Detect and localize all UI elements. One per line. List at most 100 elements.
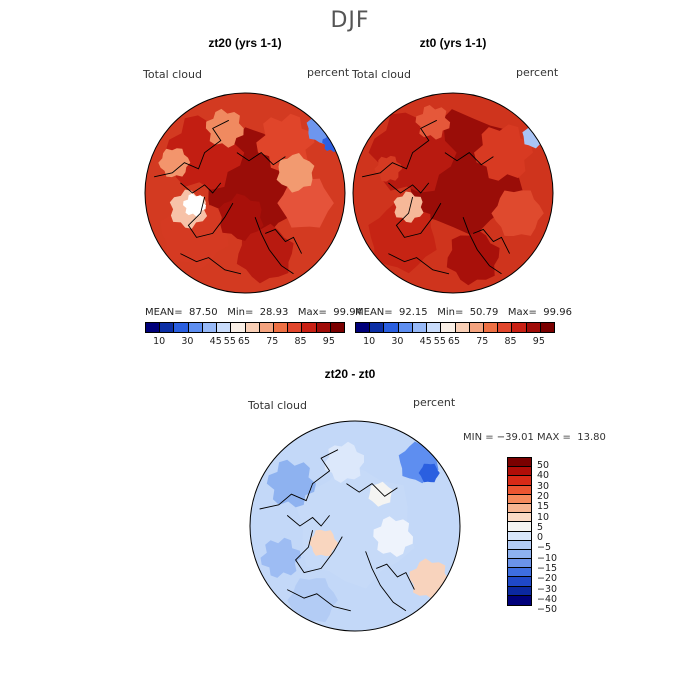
- panel2-unit: percent: [516, 66, 559, 79]
- panel1-colorbar-tick-label: 45: [209, 336, 222, 347]
- cloud-field-patch: [205, 108, 244, 148]
- panel1-colorbar-swatch: [217, 323, 232, 332]
- panel1-colorbar-swatch: [302, 323, 317, 332]
- cloud-field-patch: [236, 223, 294, 284]
- coastline: [395, 196, 442, 238]
- panel1-colorbar-tick-label: 30: [181, 336, 194, 347]
- coastline: [362, 119, 438, 178]
- diff-colorbar-tick-label: −50: [537, 604, 558, 616]
- diff-colorbar-swatch: [508, 467, 531, 477]
- coastline: [236, 152, 286, 166]
- diff-colorbar-swatch: [508, 476, 531, 486]
- diff-unit: percent: [413, 396, 456, 409]
- panel2-colorbar-swatch: [370, 323, 385, 332]
- panel1-colorbar-swatch: [160, 323, 175, 332]
- diff-colorbar-swatch: [508, 559, 531, 569]
- coastline: [295, 530, 343, 574]
- coastline: [388, 253, 450, 275]
- map-border: [144, 92, 346, 294]
- panel2-colorbar-tick-label: 75: [476, 336, 489, 347]
- panel2-colorbar-swatch: [398, 323, 413, 332]
- panel2-colorbar-swatch: [469, 323, 484, 332]
- coastline: [180, 253, 242, 275]
- panel2-colorbar-swatch: [455, 323, 470, 332]
- panel2-colorbar: [355, 322, 555, 333]
- diff-colorbar-tick-label: −15: [537, 563, 558, 574]
- diff-colorbar-swatch: [508, 522, 531, 532]
- panel1-colorbar-swatch: [245, 323, 260, 332]
- diff-title: zt20 - zt0: [324, 367, 376, 381]
- diff-colorbar-tick-label: −30: [537, 583, 558, 595]
- diff-colorbar-ticks: 50 40 30 20 15 10 5 0 −5 −10 −15 −20 −30 −40 −50: [537, 457, 577, 627]
- diff-colorbar-tick-label: −40: [537, 593, 558, 605]
- map-border: [352, 92, 554, 294]
- coastline: [180, 182, 222, 194]
- diff-colorbar-swatch: [508, 531, 531, 541]
- cloud-field-patch: [446, 230, 500, 286]
- panel2-colorbar-swatch: [441, 323, 456, 332]
- panel2-colorbar-swatch: [483, 323, 499, 332]
- cloud-field-patch: [324, 441, 364, 483]
- panel1-colorbar-swatch: [330, 323, 345, 332]
- panel2-colorbar-swatch: [427, 323, 442, 332]
- diff-colorbar-tick-label: 5: [537, 521, 544, 533]
- diff-colorbar-swatch: [508, 503, 531, 514]
- panel1-colorbar-tick-label: 10: [153, 336, 166, 347]
- panel1-title: zt20 (yrs 1-1): [208, 36, 282, 50]
- panel1-colorbar-swatch: [231, 323, 246, 332]
- panel1-colorbar-swatch: [259, 323, 274, 332]
- cloud-field-patch: [266, 459, 316, 508]
- cloud-field-patch: [218, 193, 264, 241]
- diff-colorbar-swatch: [508, 586, 531, 596]
- panel2-title: zt0 (yrs 1-1): [419, 36, 487, 50]
- panel1-colorbar-swatch: [288, 323, 303, 332]
- coastline: [346, 483, 398, 497]
- diff-colorbar-tick-label: 20: [537, 490, 550, 502]
- panel2-colorbar-tick-label: 10: [363, 336, 376, 347]
- diff-colorbar-tick-label: 0: [537, 532, 544, 544]
- panel2-colorbar-swatch: [412, 323, 428, 332]
- panel2-colorbar-swatch: [356, 323, 371, 332]
- panel2-colorbar-swatch: [384, 323, 399, 332]
- figure-title: DJF: [330, 8, 370, 33]
- diff-colorbar-swatch: [508, 485, 531, 495]
- panel1-colorbar: [145, 322, 345, 333]
- diff-colorbar-tick-label: −10: [537, 552, 558, 564]
- cloud-field-patch: [418, 463, 440, 483]
- cloud-field-patch: [287, 578, 338, 623]
- cloud-field-patch: [183, 193, 206, 217]
- panel2-stats: MEAN= 92.15 Min= 50.79 Max= 99.96: [355, 307, 572, 318]
- panel1-colorbar-swatch: [188, 323, 203, 332]
- panel1-colorbar-swatch: [174, 323, 189, 332]
- panel1-colorbar-swatch: [146, 323, 161, 332]
- diff-colorbar-swatch: [508, 513, 531, 523]
- cloud-field-patch: [491, 190, 544, 236]
- panel2-colorbar-tick-label: 65: [447, 336, 461, 347]
- diff-colorbar-swatch: [508, 568, 531, 578]
- panel1-colorbar-tick-label: 95: [322, 336, 335, 347]
- diff-colorbar-tick-label: 50: [537, 460, 550, 471]
- coastline: [187, 196, 234, 238]
- diff-colorbar-swatch: [508, 458, 531, 468]
- panel1-colorbar-swatch: [316, 323, 331, 332]
- panel1-colorbar-swatch: [273, 323, 289, 332]
- coastline: [462, 217, 502, 275]
- panel1-polar-map: [144, 92, 346, 294]
- cloud-field-patch: [393, 191, 424, 223]
- coastline: [473, 228, 511, 254]
- panel1-colorbar-swatch: [202, 323, 218, 332]
- diff-colorbar-tick-label: 40: [537, 470, 550, 482]
- diff-colorbar-swatch: [508, 595, 531, 605]
- cloud-field-patch: [308, 529, 338, 556]
- panel2-var-label: Total cloud: [352, 68, 411, 81]
- panel2-colorbar-swatch: [540, 323, 555, 332]
- coastline: [254, 217, 294, 275]
- panel1-colorbar-tick-label: 85: [294, 336, 307, 347]
- cloud-field-patch: [276, 153, 315, 193]
- cloud-field-patch: [474, 124, 533, 181]
- coastline: [365, 551, 407, 612]
- panel1-colorbar-tick-label: 55: [223, 336, 236, 347]
- cloud-field-patch: [158, 148, 191, 178]
- panel2-polar-map: [352, 92, 554, 294]
- diff-colorbar-tick-label: 10: [537, 511, 550, 523]
